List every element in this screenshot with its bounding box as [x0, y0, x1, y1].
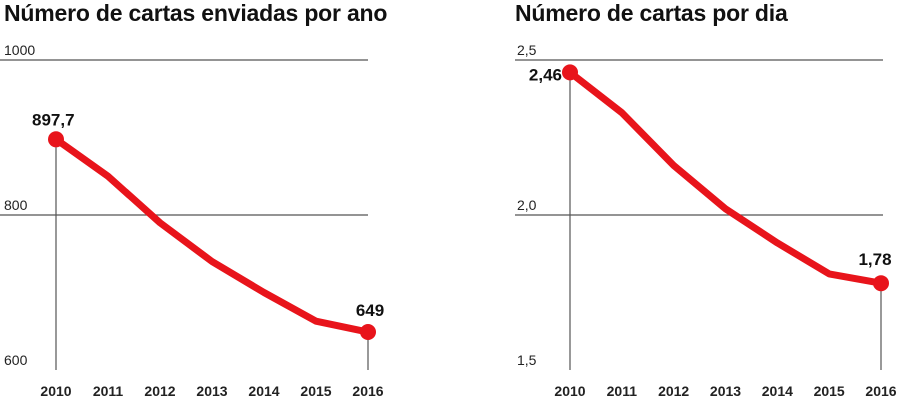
chart-2-x-tick-label: 2014 — [762, 383, 793, 399]
chart-2-end-point — [873, 275, 889, 292]
chart-1-x-tick-label: 2014 — [248, 383, 279, 399]
chart-2-x-tick-label: 2016 — [865, 383, 896, 399]
chart-title-letters-per-day: Número de cartas por dia — [515, 0, 788, 26]
chart-2-data-label: 2,46 — [529, 65, 562, 84]
chart-1-x-tick-label: 2015 — [300, 383, 331, 399]
chart-2-data-label: 1,78 — [858, 250, 891, 269]
chart-1-data-label: 649 — [356, 301, 384, 320]
chart-1-y-tick-label: 600 — [4, 352, 28, 368]
chart-1-series-line — [52, 135, 372, 336]
chart-2-x-tick-label: 2012 — [658, 383, 689, 399]
chart-title-letters-per-year: Número de cartas enviadas por ano — [4, 0, 388, 26]
chart-1-x-tick-label: 2016 — [352, 383, 383, 399]
chart-2-start-point — [562, 64, 578, 81]
chart-1-start-point — [48, 131, 64, 148]
chart-1-y-tick-label: 1000 — [4, 42, 35, 58]
chart-2-x-tick-label: 2011 — [607, 383, 638, 399]
chart-2-series-line — [566, 68, 885, 287]
chart-1-y-tick-label: 800 — [4, 197, 28, 213]
chart-2-x-tick-label: 2013 — [710, 383, 741, 399]
chart-2-y-tick-label: 1,5 — [517, 352, 537, 368]
chart-2-y-tick-label: 2,0 — [517, 197, 537, 213]
chart-1-end-point — [360, 324, 376, 341]
chart-2-x-tick-label: 2015 — [814, 383, 845, 399]
chart-1-x-tick-label: 2011 — [93, 383, 124, 399]
chart-2-y-tick-label: 2,5 — [517, 42, 537, 58]
chart-1-x-tick-label: 2012 — [144, 383, 175, 399]
chart-1-data-label: 897,7 — [32, 110, 75, 129]
chart-1-x-tick-label: 2010 — [40, 383, 71, 399]
chart-2-x-tick-label: 2010 — [554, 383, 585, 399]
chart-1-x-tick-label: 2013 — [196, 383, 227, 399]
